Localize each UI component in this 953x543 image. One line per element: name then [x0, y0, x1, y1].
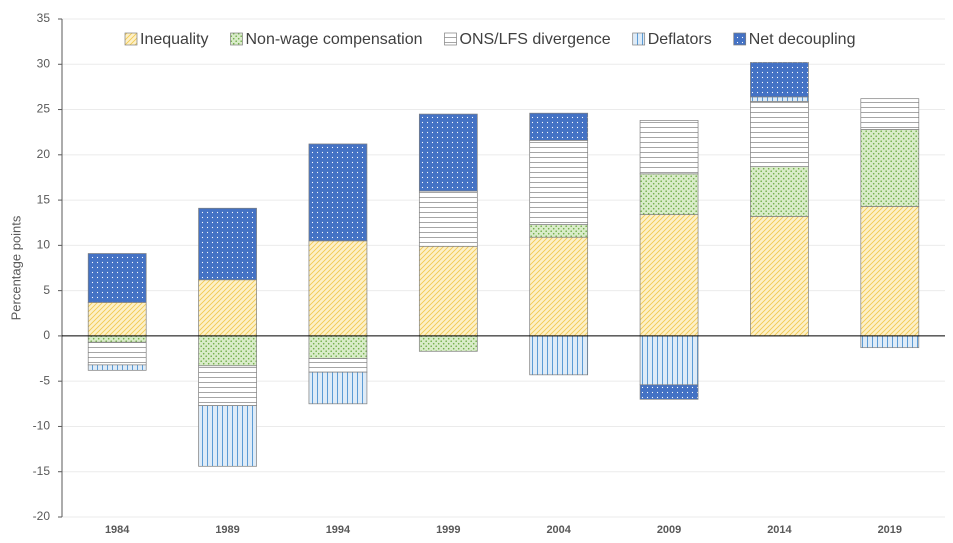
y-tick-label: -15	[33, 464, 51, 478]
legend-swatch	[733, 32, 747, 46]
y-tick-label: 35	[37, 11, 51, 25]
bar-segment	[750, 62, 809, 98]
bar-segment	[87, 253, 147, 303]
bar-segment	[198, 335, 257, 367]
bar-segment	[198, 279, 257, 337]
bar-segment	[308, 335, 368, 359]
bar-segment	[87, 335, 147, 343]
bar-segment	[750, 216, 809, 337]
bar-segment	[750, 96, 809, 102]
bar-segment	[639, 335, 699, 386]
y-axis-label: Percentage points	[8, 215, 23, 320]
x-tick-label: 2009	[657, 524, 681, 536]
bar-segment	[860, 206, 920, 337]
bar-segment	[308, 240, 368, 337]
y-tick-label: 10	[37, 238, 51, 252]
bar-segment	[860, 335, 920, 349]
bar-segment	[198, 207, 257, 281]
legend-label: Net decoupling	[749, 31, 856, 48]
legend-label: ONS/LFS divergence	[460, 31, 611, 48]
bar-segment	[750, 101, 809, 167]
y-tick-label: -20	[33, 509, 51, 523]
bar-segment	[308, 371, 368, 405]
y-tick-label: 20	[37, 147, 51, 161]
bar-segment	[308, 143, 368, 242]
bar-segment	[529, 139, 589, 225]
y-tick-label: 0	[43, 328, 50, 342]
bar-segment	[860, 129, 920, 207]
bar-segment	[639, 214, 699, 337]
legend-label: Deflators	[648, 31, 712, 48]
bar-segment	[418, 113, 478, 192]
bar-segment	[418, 335, 478, 352]
y-tick-label: 25	[37, 102, 51, 116]
legend-swatch	[230, 32, 243, 46]
bar-segment	[87, 364, 147, 371]
y-tick-label: 30	[37, 56, 51, 70]
bar-segment	[529, 112, 589, 141]
y-tick-label: 5	[43, 283, 50, 297]
y-tick-label: -5	[39, 373, 50, 387]
bar-segment	[418, 245, 478, 337]
legend-swatch	[444, 32, 457, 46]
bar-segment	[860, 98, 920, 130]
bar-segment	[750, 166, 809, 217]
x-tick-label: 1994	[326, 524, 351, 536]
bar-segment	[418, 190, 478, 247]
x-tick-label: 1989	[215, 524, 239, 536]
bar-segment	[639, 384, 699, 400]
bar-segment	[639, 173, 699, 215]
legend-label: Non-wage compensation	[246, 31, 423, 48]
bar-segment	[87, 302, 147, 337]
bar-segment	[87, 341, 147, 366]
bar-segment	[639, 120, 699, 175]
x-tick-label: 1999	[436, 524, 460, 536]
x-tick-label: 2019	[878, 524, 902, 536]
x-tick-label: 1984	[105, 524, 130, 536]
bar-segment	[529, 335, 589, 376]
bar-segment	[198, 365, 257, 406]
legend-swatch	[124, 32, 138, 46]
y-tick-label: 15	[37, 192, 51, 206]
x-tick-label: 2014	[767, 524, 792, 536]
y-tick-label: -10	[33, 419, 51, 433]
bar-segment	[529, 224, 589, 238]
bar-segment	[529, 236, 589, 337]
x-tick-label: 2004	[546, 524, 571, 536]
bar-segment	[198, 405, 257, 467]
bar-segment	[308, 358, 368, 373]
legend-swatch	[632, 32, 646, 46]
legend-label: Inequality	[140, 31, 209, 48]
